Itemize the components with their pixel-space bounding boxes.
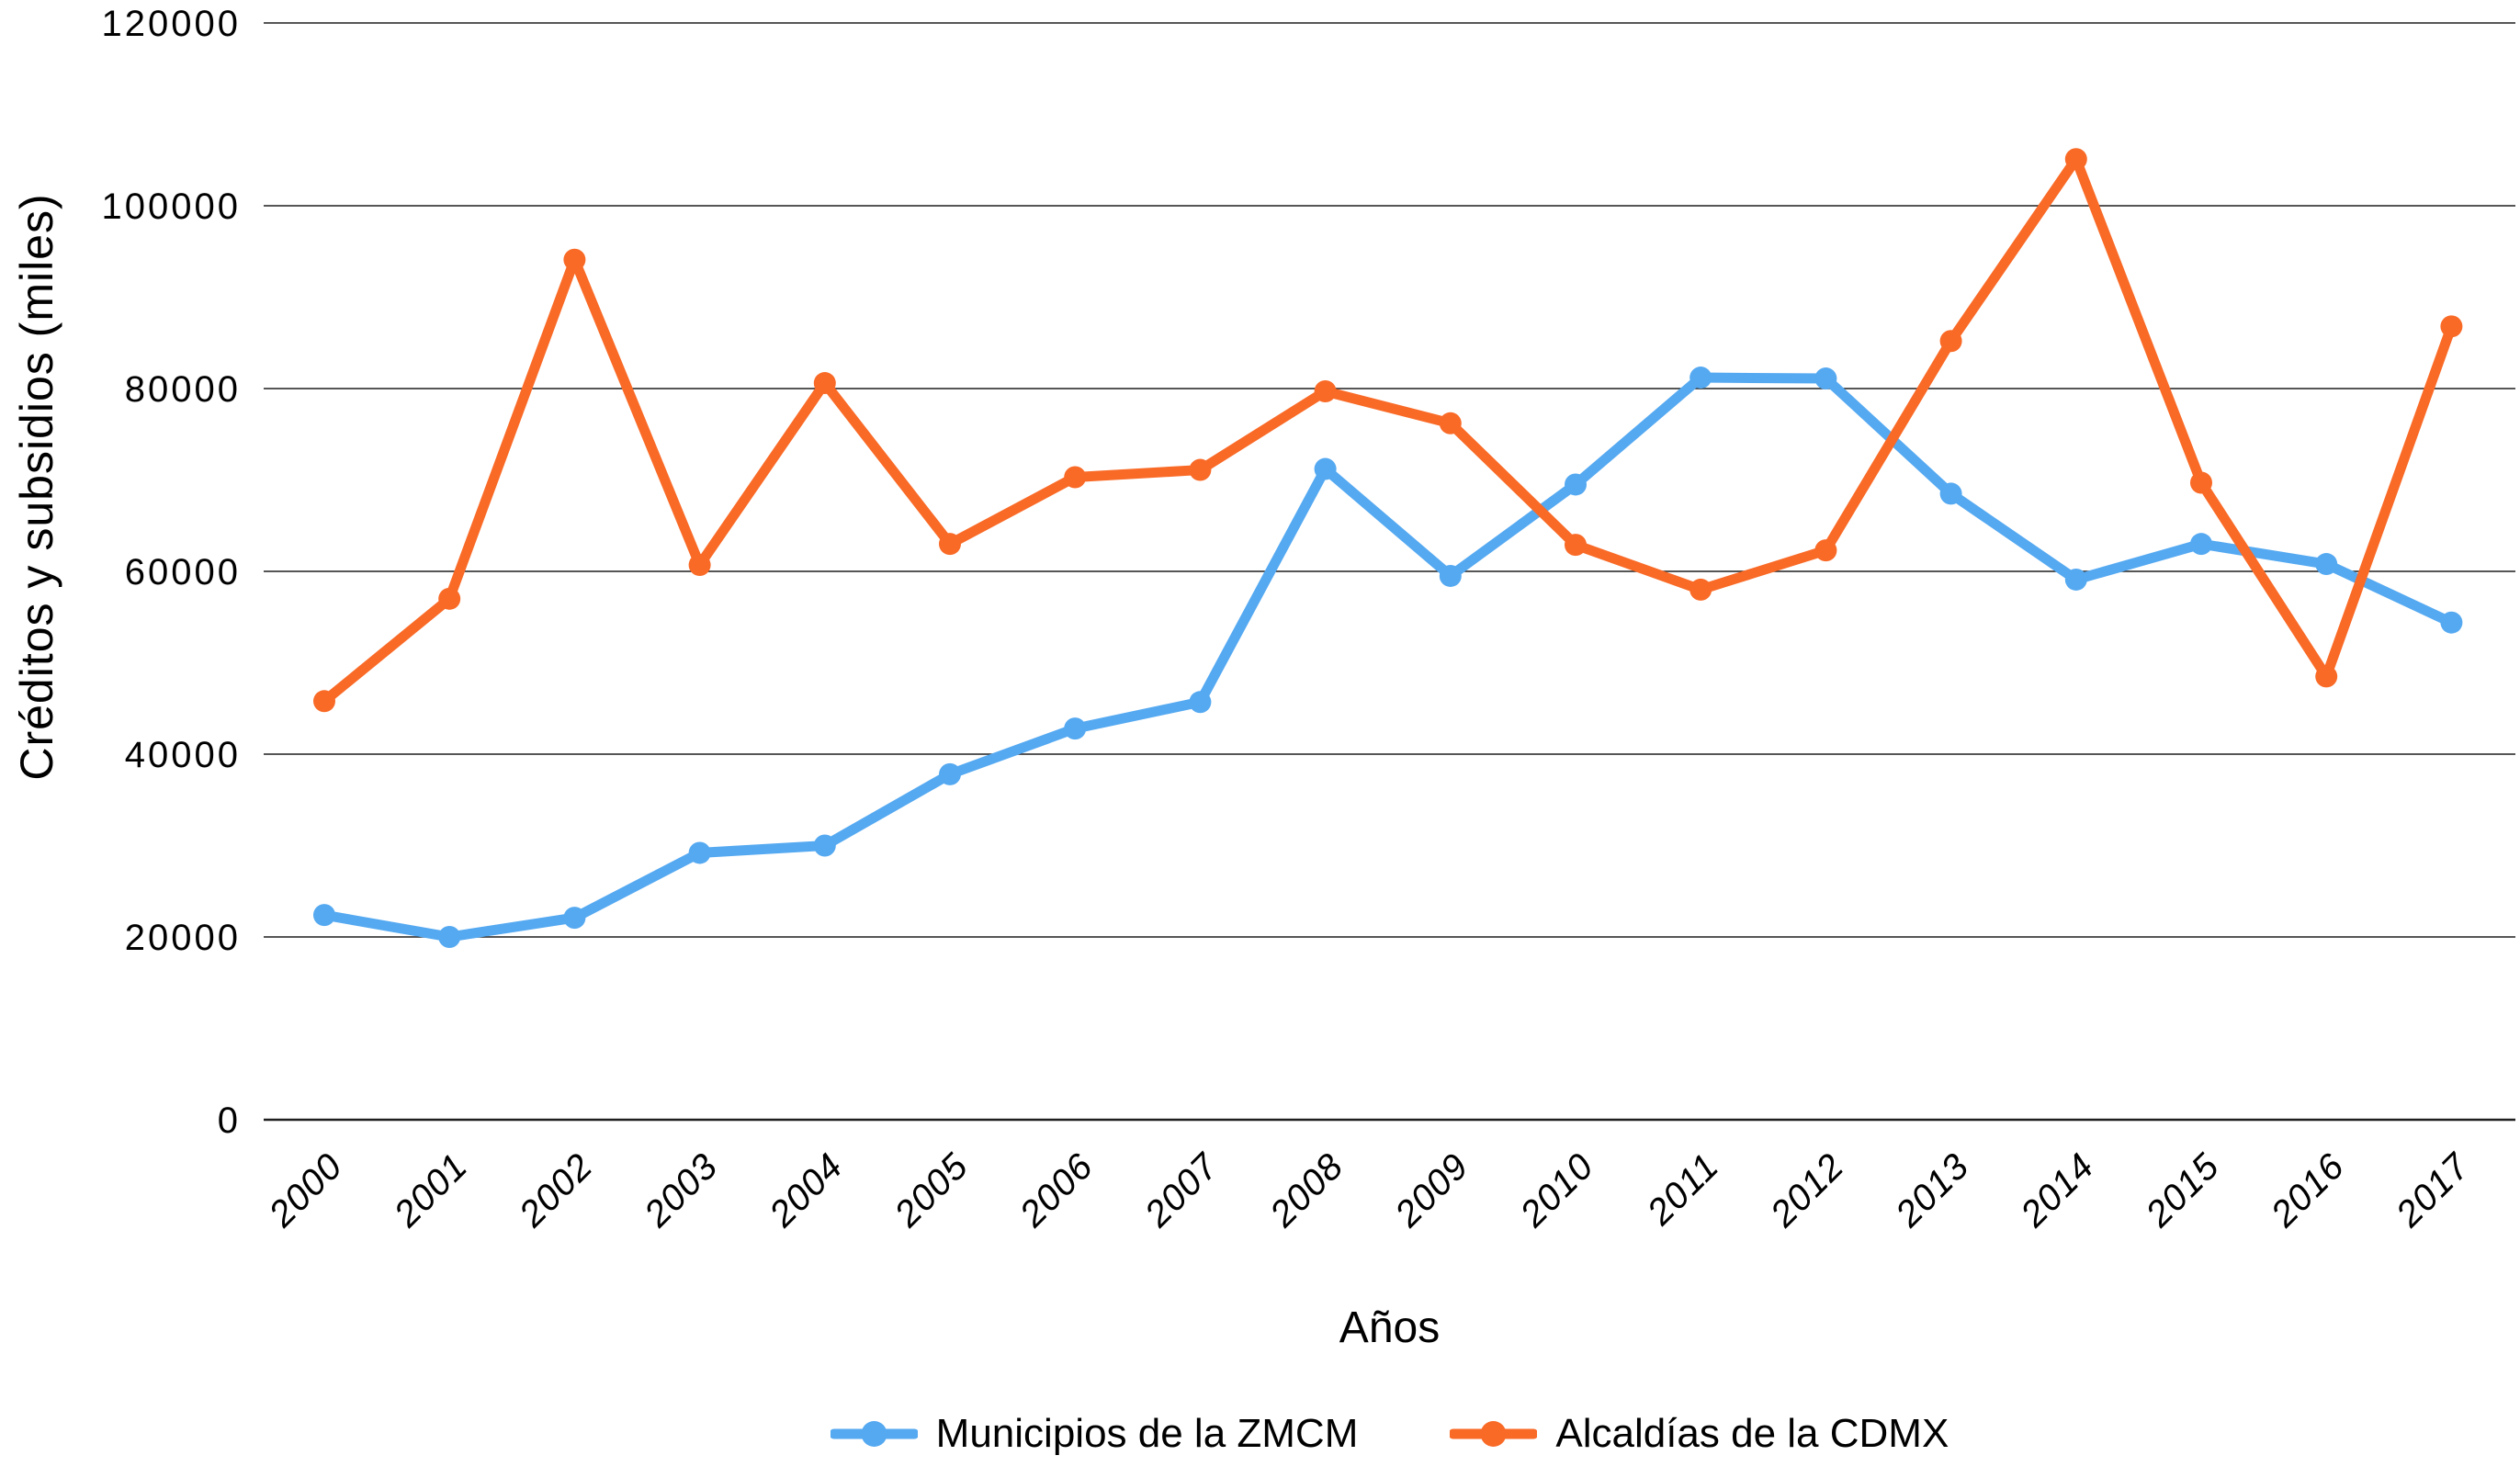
data-point-alcaldias-cdmx-2007 xyxy=(1189,458,1212,481)
data-point-alcaldias-cdmx-2005 xyxy=(939,533,961,556)
legend-marker-line-dot-icon xyxy=(830,1421,918,1447)
data-point-alcaldias-cdmx-2008 xyxy=(1314,379,1337,402)
x-tick-label: 2008 xyxy=(1261,1145,1351,1235)
x-tick-label: 2009 xyxy=(1387,1145,1477,1235)
data-point-alcaldias-cdmx-2001 xyxy=(438,587,461,610)
data-point-alcaldias-cdmx-2015 xyxy=(2190,471,2212,494)
data-point-alcaldias-cdmx-2016 xyxy=(2315,665,2338,688)
data-point-municipios-zmcm-2007 xyxy=(1189,691,1212,714)
legend: Municipios de la ZMCM Alcaldías de la CD… xyxy=(264,1411,2515,1457)
legend-label-alcaldias-cdmx: Alcaldías de la CDMX xyxy=(1555,1411,1949,1456)
data-point-municipios-zmcm-2010 xyxy=(1565,473,1587,496)
data-point-alcaldias-cdmx-2000 xyxy=(313,690,335,713)
series-line-municipios-zmcm xyxy=(319,372,2457,942)
series-line-alcaldias-cdmx xyxy=(319,153,2457,706)
x-tick-label: 2002 xyxy=(511,1145,601,1235)
data-point-municipios-zmcm-2005 xyxy=(939,762,961,785)
x-tick-label: 2017 xyxy=(2388,1145,2478,1235)
data-point-municipios-zmcm-2017 xyxy=(2440,611,2463,634)
y-axis-title: Créditos y subsidios (miles) xyxy=(11,193,62,781)
x-axis-tick-labels: 2000 2001 2002 2003 2004 2005 2006 2007 2008 2009… xyxy=(261,1145,2479,1235)
series-alcaldias-cdmx xyxy=(313,148,2463,713)
data-point-alcaldias-cdmx-2012 xyxy=(1814,539,1837,562)
data-point-alcaldias-cdmx-2003 xyxy=(688,554,711,577)
data-point-municipios-zmcm-2008 xyxy=(1314,457,1337,480)
data-point-municipios-zmcm-2002 xyxy=(563,907,586,930)
x-tick-label: 2014 xyxy=(2013,1145,2103,1235)
legend-item-alcaldias-cdmx: Alcaldías de la CDMX xyxy=(1450,1411,1949,1457)
data-point-municipios-zmcm-2015 xyxy=(2190,533,2212,556)
x-tick-label: 2016 xyxy=(2263,1145,2353,1235)
legend-item-municipios-zmcm: Municipios de la ZMCM xyxy=(830,1411,1359,1457)
legend-label-municipios-zmcm: Municipios de la ZMCM xyxy=(935,1411,1359,1456)
data-point-alcaldias-cdmx-2006 xyxy=(1064,466,1087,489)
data-point-alcaldias-cdmx-2013 xyxy=(1939,330,1962,353)
y-tick-label: 80000 xyxy=(125,369,241,410)
x-tick-label: 2015 xyxy=(2138,1145,2228,1235)
data-point-alcaldias-cdmx-2002 xyxy=(563,248,586,271)
x-axis-title: Años xyxy=(1339,1303,1441,1352)
x-tick-label: 2013 xyxy=(1887,1145,1977,1235)
data-point-municipios-zmcm-2014 xyxy=(2064,568,2087,591)
series-lines xyxy=(313,148,2463,948)
data-point-alcaldias-cdmx-2011 xyxy=(1689,578,1712,601)
y-tick-label: 60000 xyxy=(125,552,241,592)
data-point-municipios-zmcm-2009 xyxy=(1439,564,1462,587)
x-tick-label: 2004 xyxy=(762,1145,852,1235)
data-point-municipios-zmcm-2016 xyxy=(2315,553,2338,576)
y-tick-label: 100000 xyxy=(102,186,241,227)
data-point-municipios-zmcm-2004 xyxy=(813,834,836,857)
x-tick-label: 2011 xyxy=(1639,1145,1726,1233)
data-point-municipios-zmcm-2000 xyxy=(313,904,335,927)
data-point-municipios-zmcm-2001 xyxy=(438,926,461,948)
y-tick-label: 40000 xyxy=(125,735,241,775)
x-tick-label: 2001 xyxy=(386,1145,476,1235)
y-axis-tick-labels: 0 20000 40000 60000 80000 100000 120000 xyxy=(102,4,241,1141)
x-tick-label: 2007 xyxy=(1136,1145,1226,1235)
x-tick-label: 2006 xyxy=(1011,1145,1102,1235)
x-tick-label: 2003 xyxy=(636,1145,726,1235)
data-point-alcaldias-cdmx-2017 xyxy=(2440,315,2463,338)
data-point-alcaldias-cdmx-2014 xyxy=(2064,148,2087,171)
legend-marker-line-dot-icon xyxy=(1450,1421,1538,1447)
y-tick-label: 20000 xyxy=(125,918,241,958)
x-tick-label: 2005 xyxy=(887,1145,977,1235)
x-tick-label: 2012 xyxy=(1762,1145,1852,1235)
data-point-alcaldias-cdmx-2009 xyxy=(1439,412,1462,434)
y-tick-label: 120000 xyxy=(102,4,241,44)
gridlines xyxy=(264,22,2515,1122)
data-point-municipios-zmcm-2011 xyxy=(1689,367,1712,389)
x-tick-label: 2000 xyxy=(261,1145,351,1235)
data-point-municipios-zmcm-2012 xyxy=(1814,367,1837,390)
series-municipios-zmcm xyxy=(313,367,2463,948)
data-point-alcaldias-cdmx-2010 xyxy=(1565,534,1587,557)
data-point-municipios-zmcm-2006 xyxy=(1064,717,1087,740)
data-point-municipios-zmcm-2003 xyxy=(688,841,711,864)
x-tick-label: 2010 xyxy=(1512,1145,1602,1235)
data-point-alcaldias-cdmx-2004 xyxy=(813,372,836,395)
y-tick-label: 0 xyxy=(218,1100,241,1141)
data-point-municipios-zmcm-2013 xyxy=(1939,482,1962,505)
